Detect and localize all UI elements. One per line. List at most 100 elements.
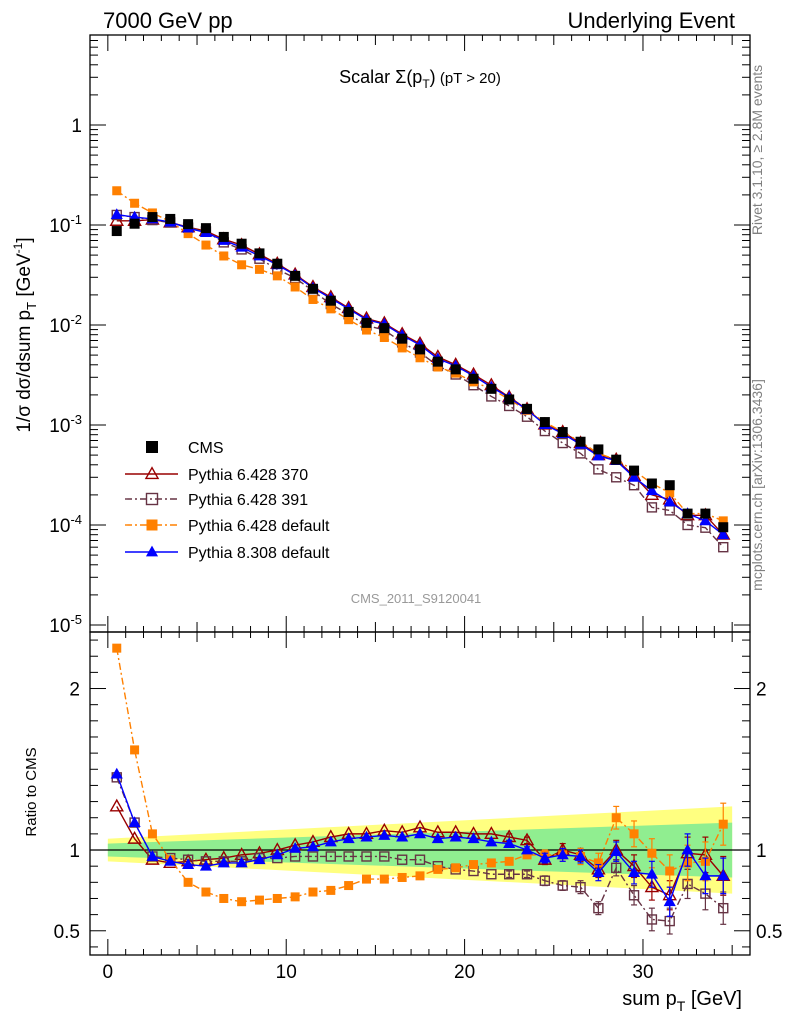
- ratio-series-line: [116, 648, 724, 903]
- data-point: [628, 470, 641, 482]
- ratio-point: [449, 830, 462, 842]
- ratio-point: [469, 860, 479, 870]
- ratio-point: [324, 835, 337, 847]
- data-point: [415, 344, 425, 355]
- ratio-point: [290, 892, 300, 902]
- legend-marker: [146, 441, 158, 453]
- ratio-y-tick-label-right: 2: [756, 680, 767, 701]
- ratio-point: [127, 830, 142, 844]
- main-y-tick-labels: 1 10-1 10-2 10-3 10-4 10-5: [49, 116, 82, 637]
- ratio-point: [343, 851, 354, 862]
- data-point: [361, 317, 372, 328]
- ratio-point: [217, 856, 230, 868]
- data-point: [629, 465, 640, 476]
- ratio-point: [378, 829, 391, 840]
- x-tick-label: 20: [454, 962, 475, 983]
- ratio-point: [147, 829, 157, 839]
- data-point: [718, 541, 729, 553]
- data-point: [717, 528, 730, 540]
- y-tick-label: 10-3: [49, 412, 82, 437]
- ratio-point: [611, 862, 622, 873]
- data-point: [325, 295, 336, 306]
- data-point: [272, 271, 282, 281]
- header-left: 7000 GeV pp: [103, 8, 233, 33]
- ratio-point: [644, 879, 660, 893]
- data-point: [308, 294, 318, 304]
- y-tick-label: 10-1: [49, 212, 82, 237]
- data-point: [504, 394, 515, 405]
- ratio-point: [219, 893, 229, 903]
- ratio-point: [486, 869, 497, 880]
- main-frame: [89, 34, 751, 633]
- ratio-point: [557, 880, 568, 891]
- ratio-y-tick-label-right: 1: [756, 841, 767, 862]
- ratio-point: [522, 850, 532, 860]
- ratio-point: [663, 895, 676, 907]
- data-point: [539, 417, 550, 428]
- ratio-point: [254, 895, 264, 905]
- data-point: [165, 213, 176, 224]
- ratio-point: [271, 848, 284, 860]
- ratio-y-tick-label: 2: [69, 680, 80, 701]
- ratio-point: [485, 835, 498, 847]
- legend-marker: [145, 545, 159, 557]
- ratio-point: [130, 745, 140, 755]
- data-point: [290, 282, 300, 292]
- data-point: [557, 437, 568, 449]
- data-point: [718, 522, 729, 533]
- ratio-point: [272, 893, 282, 903]
- ratio-point: [396, 830, 409, 842]
- header-right: Underlying Event: [567, 8, 735, 33]
- data-point: [361, 325, 371, 335]
- data-point: [433, 362, 443, 372]
- ratio-point: [521, 869, 533, 880]
- legend-marker: [146, 519, 158, 531]
- ratio-point: [699, 869, 712, 881]
- data-point: [575, 436, 586, 447]
- data-point: [593, 464, 604, 475]
- rivet-version-label: Rivet 3.1.10, ≥ 2.8M events: [749, 65, 765, 235]
- data-point: [522, 403, 533, 414]
- ratio-frame: [89, 631, 751, 956]
- ratio-point: [344, 881, 354, 891]
- data-point: [468, 373, 479, 384]
- main-data-layer: [109, 186, 731, 553]
- ratio-point: [593, 858, 603, 868]
- legend-entry-pythia-6-428-391: Pythia 6.428 391: [125, 492, 308, 509]
- ratio-series-line: [116, 777, 724, 922]
- ratio-point: [593, 902, 604, 914]
- ratio-point: [592, 866, 605, 878]
- ratio-point: [575, 881, 586, 893]
- ratio-y-tick-label: 1: [69, 841, 80, 862]
- data-point: [254, 264, 264, 274]
- ratio-point: [539, 875, 551, 886]
- ratio-point: [718, 902, 729, 914]
- data-point: [219, 251, 229, 261]
- main-axis-ticks: [90, 35, 750, 632]
- data-point: [450, 364, 461, 375]
- ratio-y-axis-label: Ratio to CMS: [23, 747, 40, 836]
- data-point: [593, 444, 604, 455]
- ratio-point: [128, 816, 141, 827]
- main-y-axis-label: 1/σ dσ/dsum pT [GeV-1]: [11, 237, 39, 432]
- data-point: [397, 343, 407, 353]
- data-point: [379, 332, 389, 342]
- ratio-point: [646, 914, 658, 925]
- ratio-point: [503, 837, 516, 848]
- data-point: [129, 218, 140, 229]
- data-point: [254, 248, 265, 259]
- ratio-point: [146, 850, 159, 861]
- ratio-point: [379, 874, 389, 884]
- x-tick-label: 30: [632, 962, 653, 983]
- data-point: [575, 448, 586, 459]
- legend-entry-pythia-6-428-default: Pythia 6.428 default: [125, 518, 330, 535]
- data-point: [290, 270, 301, 281]
- data-point: [344, 315, 354, 325]
- data-point: [218, 231, 229, 242]
- ratio-point: [628, 866, 641, 878]
- data-point: [699, 514, 712, 526]
- ratio-point: [396, 854, 408, 865]
- data-point: [664, 480, 675, 491]
- legend-entry-cms: CMS: [146, 440, 224, 457]
